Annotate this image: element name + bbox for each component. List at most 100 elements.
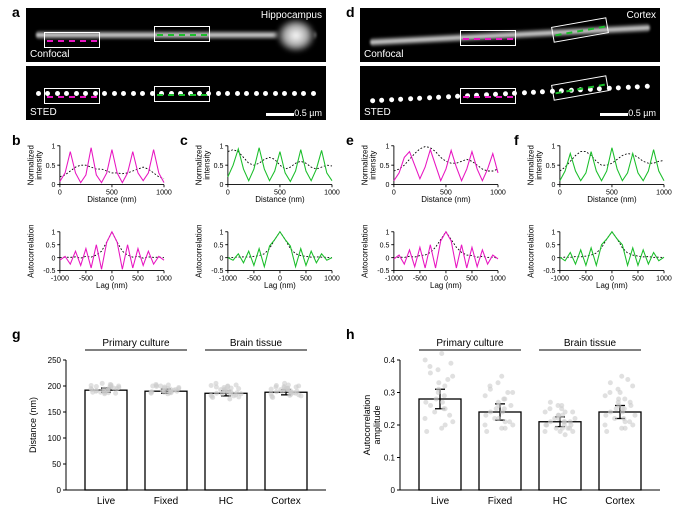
svg-text:0: 0 [52,182,56,189]
svg-text:0: 0 [392,189,396,196]
svg-text:Lag (nm): Lag (nm) [96,281,128,290]
bar-plot-h: 00.10.20.30.4Primary cultureBrain tissue… [364,336,666,529]
scale-label: 0.5 µm [628,108,656,118]
mode-label: Confocal [364,49,403,60]
svg-text:-1000: -1000 [219,275,237,282]
svg-text:Autocorrelation: Autocorrelation [26,224,35,277]
svg-text:1: 1 [386,229,390,236]
svg-text:HC: HC [219,496,233,507]
micrograph-a-confocal: Hippocampus Confocal [26,8,326,62]
scalebar [266,113,294,116]
region-label: Cortex [627,10,656,21]
svg-text:100: 100 [48,434,62,443]
svg-text:1000: 1000 [656,189,672,196]
roi-box-magenta [44,88,100,104]
svg-text:0: 0 [386,182,390,189]
panel-label-b: b [12,132,21,148]
autocorr-plot-f-bot: -0.500.51-1000-50005001000Autocorrelatio… [530,230,676,290]
svg-text:0: 0 [52,255,56,262]
svg-text:Autocorrelation: Autocorrelation [194,224,203,277]
svg-text:0.5: 0.5 [380,242,390,249]
panel-label-h: h [346,326,355,342]
roi-box-magenta [460,30,516,46]
svg-text:0.5: 0.5 [46,163,56,170]
svg-text:-0.5: -0.5 [43,268,55,275]
svg-text:1: 1 [386,143,390,150]
svg-text:500: 500 [632,275,644,282]
svg-text:intensity: intensity [534,151,543,180]
autocorr-plot-b-bot: -0.500.51-1000-50005001000Autocorrelatio… [30,230,178,290]
svg-text:-0.5: -0.5 [543,268,555,275]
svg-text:500: 500 [132,275,144,282]
svg-text:0.5: 0.5 [214,163,224,170]
svg-text:0.1: 0.1 [384,454,396,463]
svg-text:0: 0 [558,189,562,196]
svg-text:Primary culture: Primary culture [102,338,170,349]
roi-box-green [154,26,210,42]
svg-text:0.5: 0.5 [380,163,390,170]
autocorr-plot-c-bot: -0.500.51-1000-50005001000Autocorrelatio… [198,230,346,290]
svg-text:-500: -500 [79,275,93,282]
roi-box-green [154,86,210,102]
profile-plot-b-top: 00.5105001000NormalizedintensityDistance… [30,144,178,204]
mode-label: STED [364,107,391,118]
micrograph-pair-d: Cortex Confocal STED 0.5 µm [360,8,660,124]
svg-text:0: 0 [386,255,390,262]
svg-text:Cortex: Cortex [605,496,634,507]
svg-text:0.5: 0.5 [46,242,56,249]
svg-text:1: 1 [552,143,556,150]
svg-text:0: 0 [552,182,556,189]
scale-label: 0.5 µm [294,108,322,118]
svg-text:Fixed: Fixed [154,496,178,507]
svg-text:0.2: 0.2 [384,421,396,430]
svg-text:1000: 1000 [490,189,506,196]
svg-text:Primary culture: Primary culture [436,338,504,349]
svg-text:0.5: 0.5 [546,163,556,170]
svg-text:Live: Live [97,496,116,507]
svg-text:HC: HC [553,496,567,507]
svg-text:1000: 1000 [156,189,172,196]
micrograph-d-confocal: Cortex Confocal [360,8,660,62]
svg-text:200: 200 [48,382,62,391]
svg-text:150: 150 [48,408,62,417]
svg-text:-1000: -1000 [51,275,69,282]
svg-text:1000: 1000 [490,275,506,282]
autocorr-plot-e-bot: -0.500.51-1000-50005001000Autocorrelatio… [364,230,512,290]
svg-text:0: 0 [226,189,230,196]
micrograph-pair-a: Hippocampus Confocal STED 0.5 µm [26,8,326,124]
panel-label-g: g [12,326,21,342]
svg-text:1000: 1000 [324,189,340,196]
micrograph-a-sted: STED 0.5 µm [26,66,326,120]
svg-text:Distance (nm): Distance (nm) [255,195,305,204]
svg-text:-1000: -1000 [551,275,569,282]
svg-text:0: 0 [391,486,396,495]
svg-text:1: 1 [52,229,56,236]
svg-text:Fixed: Fixed [488,496,512,507]
svg-text:0: 0 [220,255,224,262]
svg-text:Lag (nm): Lag (nm) [430,281,462,290]
svg-text:-1000: -1000 [385,275,403,282]
svg-text:0.5: 0.5 [214,242,224,249]
svg-text:1: 1 [220,143,224,150]
svg-text:0: 0 [220,182,224,189]
svg-text:Brain tissue: Brain tissue [230,338,283,349]
panel-label-a: a [12,4,20,20]
mode-label: Confocal [30,49,69,60]
svg-text:-500: -500 [247,275,261,282]
svg-text:Autocorrelation: Autocorrelation [362,395,372,456]
svg-text:-0.5: -0.5 [211,268,223,275]
roi-box-green [551,17,609,42]
svg-text:-500: -500 [413,275,427,282]
svg-text:intensity: intensity [202,151,211,180]
svg-text:Autocorrelation: Autocorrelation [526,224,535,277]
svg-text:1000: 1000 [156,275,172,282]
svg-text:0: 0 [57,486,62,495]
profile-plot-f-top: 00.5105001000NormalizedintensityDistance… [530,144,676,204]
svg-text:500: 500 [466,275,478,282]
svg-text:250: 250 [48,356,62,365]
svg-text:500: 500 [300,275,312,282]
svg-text:Autocorrelation: Autocorrelation [360,224,369,277]
svg-text:1000: 1000 [656,275,672,282]
svg-text:Live: Live [431,496,450,507]
svg-text:0.4: 0.4 [384,356,396,365]
